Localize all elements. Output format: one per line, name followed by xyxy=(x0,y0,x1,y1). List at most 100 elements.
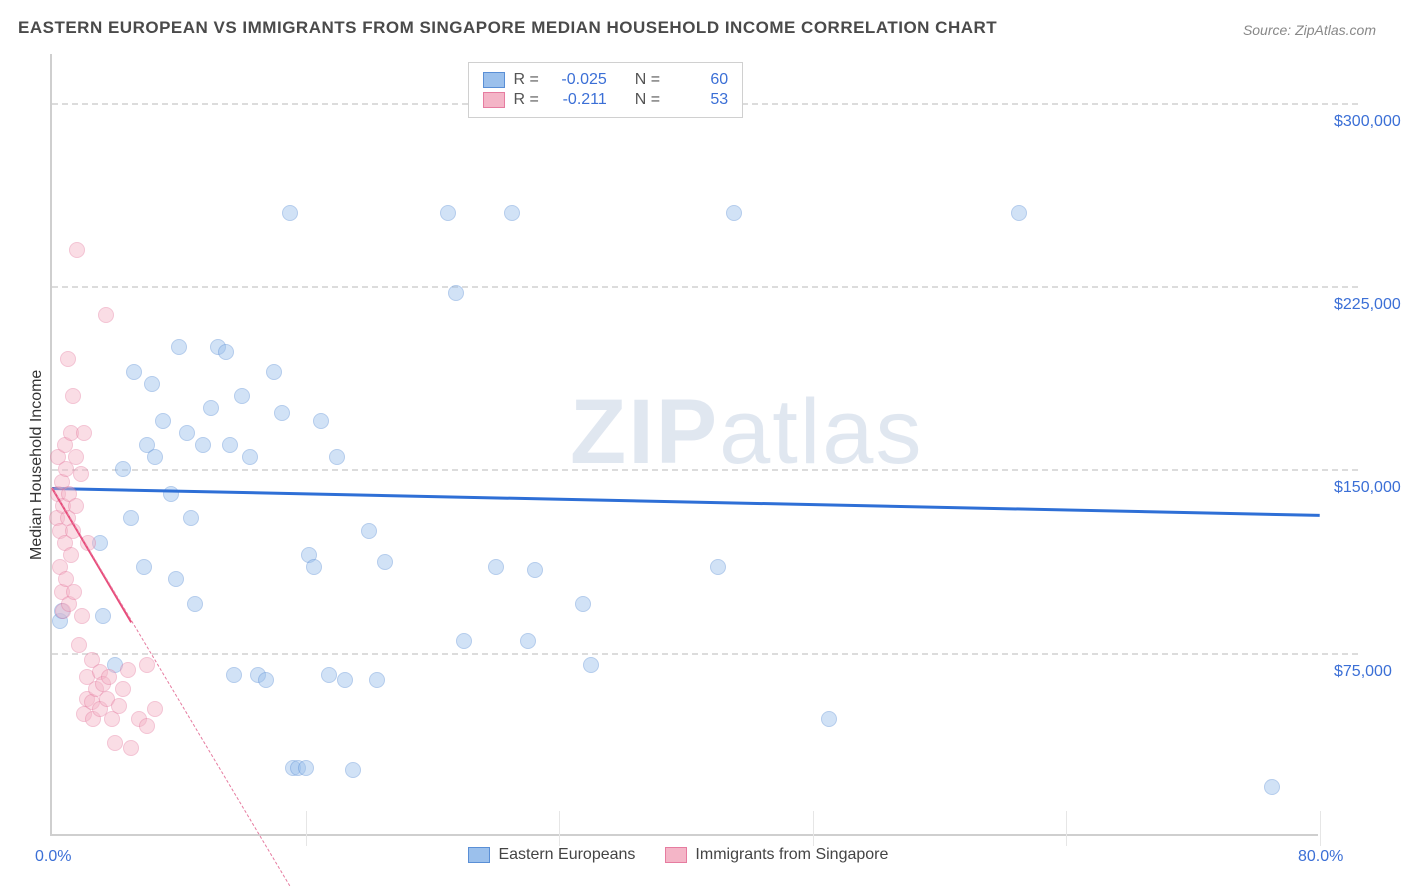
data-point xyxy=(222,437,238,453)
data-point xyxy=(120,662,136,678)
gridline-vertical xyxy=(813,811,814,846)
data-point xyxy=(74,608,90,624)
source-label: Source: ZipAtlas.com xyxy=(1243,22,1376,38)
data-point xyxy=(520,633,536,649)
data-point xyxy=(63,547,79,563)
data-point xyxy=(98,307,114,323)
data-point xyxy=(76,425,92,441)
data-point xyxy=(575,596,591,612)
gridline-horizontal xyxy=(52,469,1358,471)
y-tick-label: $150,000 xyxy=(1334,479,1401,497)
data-point xyxy=(68,449,84,465)
data-point xyxy=(187,596,203,612)
x-max-label: 80.0% xyxy=(1298,848,1343,866)
data-point xyxy=(147,701,163,717)
data-point xyxy=(448,285,464,301)
data-point xyxy=(583,657,599,673)
legend-swatch xyxy=(483,72,505,88)
data-point xyxy=(258,672,274,688)
gridline-vertical xyxy=(1320,811,1321,846)
data-point xyxy=(1264,779,1280,795)
data-point xyxy=(282,205,298,221)
data-point xyxy=(345,762,361,778)
legend-item: Immigrants from Singapore xyxy=(665,846,888,864)
data-point xyxy=(218,344,234,360)
data-point xyxy=(65,388,81,404)
data-point xyxy=(369,672,385,688)
data-point xyxy=(163,486,179,502)
data-point xyxy=(68,498,84,514)
data-point xyxy=(147,449,163,465)
series-legend: Eastern Europeans Immigrants from Singapo… xyxy=(468,846,888,864)
data-point xyxy=(504,205,520,221)
data-point xyxy=(306,559,322,575)
data-point xyxy=(203,400,219,416)
gridline-vertical xyxy=(559,811,560,846)
data-point xyxy=(313,413,329,429)
legend-row: R =-0.025N =60 xyxy=(483,71,728,89)
data-point xyxy=(337,672,353,688)
y-axis-label: Median Household Income xyxy=(28,370,46,560)
data-point xyxy=(168,571,184,587)
data-point xyxy=(274,405,290,421)
gridline-vertical xyxy=(306,811,307,846)
data-point xyxy=(171,339,187,355)
correlation-legend: R =-0.025N =60 R =-0.211N =53 xyxy=(468,62,743,118)
plot-area: $75,000$150,000$225,000$300,000 xyxy=(50,54,1318,836)
legend-swatch xyxy=(483,92,505,108)
data-point xyxy=(726,205,742,221)
data-point xyxy=(195,437,211,453)
data-point xyxy=(71,637,87,653)
data-point xyxy=(123,740,139,756)
data-point xyxy=(377,554,393,570)
data-point xyxy=(66,584,82,600)
data-point xyxy=(321,667,337,683)
data-point xyxy=(139,657,155,673)
legend-item: Eastern Europeans xyxy=(468,846,635,864)
data-point xyxy=(115,461,131,477)
data-point xyxy=(95,608,111,624)
data-point xyxy=(234,388,250,404)
gridline-horizontal xyxy=(52,286,1358,288)
data-point xyxy=(710,559,726,575)
data-point xyxy=(155,413,171,429)
data-point xyxy=(115,681,131,697)
chart-title: EASTERN EUROPEAN VS IMMIGRANTS FROM SING… xyxy=(18,18,997,38)
data-point xyxy=(440,205,456,221)
trend-line xyxy=(52,487,1320,517)
data-point xyxy=(144,376,160,392)
data-point xyxy=(107,735,123,751)
data-point xyxy=(183,510,199,526)
data-point xyxy=(60,351,76,367)
data-point xyxy=(488,559,504,575)
y-tick-label: $300,000 xyxy=(1334,113,1401,131)
data-point xyxy=(361,523,377,539)
legend-swatch xyxy=(665,847,687,863)
y-tick-label: $75,000 xyxy=(1334,663,1392,681)
x-min-label: 0.0% xyxy=(35,848,71,866)
data-point xyxy=(126,364,142,380)
data-point xyxy=(1011,205,1027,221)
data-point xyxy=(123,510,139,526)
data-point xyxy=(69,242,85,258)
data-point xyxy=(527,562,543,578)
gridline-horizontal xyxy=(52,653,1358,655)
data-point xyxy=(136,559,152,575)
data-point xyxy=(266,364,282,380)
legend-swatch xyxy=(468,847,490,863)
y-tick-label: $225,000 xyxy=(1334,296,1401,314)
data-point xyxy=(179,425,195,441)
data-point xyxy=(456,633,472,649)
data-point xyxy=(242,449,258,465)
data-point xyxy=(73,466,89,482)
data-point xyxy=(298,760,314,776)
data-point xyxy=(226,667,242,683)
data-point xyxy=(139,718,155,734)
data-point xyxy=(111,698,127,714)
data-point xyxy=(329,449,345,465)
gridline-vertical xyxy=(1066,811,1067,846)
trend-line xyxy=(52,487,291,886)
legend-row: R =-0.211N =53 xyxy=(483,91,728,109)
data-point xyxy=(101,669,117,685)
data-point xyxy=(821,711,837,727)
